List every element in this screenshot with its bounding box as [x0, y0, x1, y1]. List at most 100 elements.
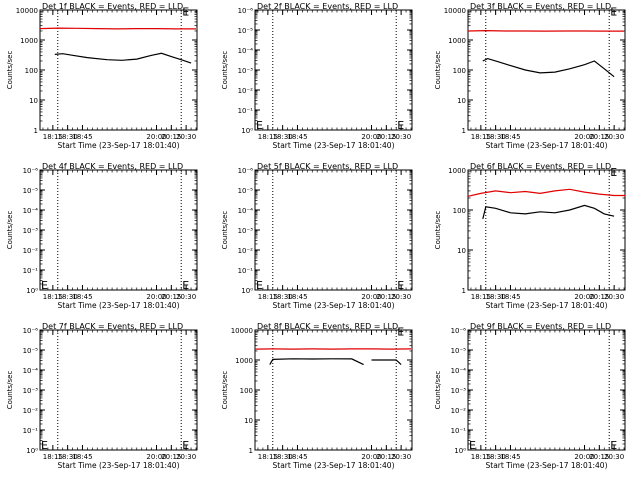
x-tick-label: 20:30 [391, 453, 411, 461]
plot-frame [39, 329, 198, 451]
y-tick-label: 10⁻⁴ [451, 367, 467, 375]
x-axis-label: Start Time (23-Sep-17 18:01:40) [273, 141, 395, 150]
panel-title: Det 3f BLACK = Events, RED = LLD [470, 2, 611, 11]
edge-marker: E [610, 5, 617, 18]
y-tick-label: 1 [249, 447, 253, 455]
y-tick-label: 10⁻² [23, 247, 39, 255]
x-axis-label: Start Time (23-Sep-17 18:01:40) [486, 141, 608, 150]
edge-marker: E [182, 439, 189, 452]
x-tick-label: 18:15 [43, 453, 63, 461]
edge-marker: E [397, 279, 404, 292]
y-tick-label: 1 [462, 127, 466, 135]
x-tick-label: 18:45 [500, 133, 520, 141]
panel-det-4f: Det 4f BLACK = Events, RED = LLD 10⁰ 10⁻¹ 1… [6, 162, 198, 310]
x-tick-label: 18:30 [486, 293, 506, 301]
y-tick-label: 10⁻⁵ [238, 187, 254, 195]
x-tick-label: 20:00 [361, 293, 381, 301]
x-tick-label: 18:30 [273, 133, 293, 141]
series-line-lld [39, 27, 196, 30]
x-tick-label: 20:30 [176, 293, 196, 301]
panel-title: Det 9f BLACK = Events, RED = LLD [470, 322, 611, 331]
edge-marker: E [469, 439, 476, 452]
x-tick-label: 18:15 [258, 133, 278, 141]
panel-title: Det 2f BLACK = Events, RED = LLD [257, 2, 398, 11]
x-tick-label: 20:15 [589, 453, 609, 461]
x-tick-label: 18:15 [258, 453, 278, 461]
y-tick-label: 10⁰ [454, 447, 466, 455]
panel-title: Det 5f BLACK = Events, RED = LLD [257, 162, 398, 171]
series-line-events [54, 52, 192, 64]
panel-title: Det 8f BLACK = Events, RED = LLD [257, 322, 398, 331]
panel-title: Det 4f BLACK = Events, RED = LLD [42, 162, 183, 171]
panel-title: Det 7f BLACK = Events, RED = LLD [42, 322, 183, 331]
x-tick-label: 20:15 [161, 133, 181, 141]
x-tick-label: 20:00 [361, 453, 381, 461]
x-tick-label: 20:30 [391, 293, 411, 301]
x-tick-label: 18:15 [471, 133, 491, 141]
x-tick-label: 18:45 [500, 293, 520, 301]
x-tick-label: 18:30 [273, 453, 293, 461]
plot-frame [467, 169, 626, 291]
panel-det-8f: Det 8f BLACK = Events, RED = LLD 1 10 100 10… [221, 322, 413, 470]
panel-det-7f: Det 7f BLACK = Events, RED = LLD 10⁰ 10⁻¹ 1… [6, 322, 198, 470]
y-axis-label: Counts/sec [6, 371, 14, 410]
x-tick-label: 20:30 [176, 453, 196, 461]
y-tick-label: 10⁰ [26, 287, 38, 295]
edge-marker: E [256, 119, 263, 132]
y-tick-label: 1000 [235, 357, 253, 365]
y-tick-label: 1000 [448, 37, 466, 45]
x-tick-label: 20:30 [176, 133, 196, 141]
y-tick-label: 10⁻⁶ [451, 327, 467, 335]
y-tick-label: 1 [34, 127, 38, 135]
y-tick-label: 10⁰ [241, 127, 253, 135]
y-axis-label: Counts/sec [434, 211, 442, 250]
panel-det-6f: Det 6f BLACK = Events, RED = LLD 1 10 100 10… [434, 162, 626, 310]
y-tick-label: 10⁻³ [451, 387, 467, 395]
y-tick-label: 10⁻³ [238, 227, 254, 235]
plot-frame [467, 9, 626, 131]
x-tick-label: 20:15 [376, 133, 396, 141]
x-tick-label: 18:45 [287, 453, 307, 461]
y-tick-label: 10⁻⁵ [238, 27, 254, 35]
y-tick-label: 10⁻⁵ [23, 347, 39, 355]
y-tick-label: 10⁻³ [23, 387, 39, 395]
y-tick-label: 10 [457, 97, 466, 105]
x-tick-label: 20:15 [376, 293, 396, 301]
edge-marker: E [256, 279, 263, 292]
y-axis-label: Counts/sec [221, 51, 229, 90]
y-tick-label: 10⁻⁴ [238, 47, 254, 55]
plot-frame [254, 329, 413, 451]
panel-det-9f: Det 9f BLACK = Events, RED = LLD 10⁰ 10⁻¹ 1… [434, 322, 626, 470]
y-tick-label: 10 [29, 97, 38, 105]
x-tick-label: 20:00 [361, 133, 381, 141]
y-tick-label: 10⁻² [451, 407, 467, 415]
x-tick-label: 20:00 [146, 133, 166, 141]
x-tick-label: 20:15 [589, 133, 609, 141]
y-tick-label: 100 [25, 67, 38, 75]
y-axis-label: Counts/sec [221, 211, 229, 250]
y-tick-label: 100 [240, 387, 253, 395]
y-axis-label: Counts/sec [434, 51, 442, 90]
y-tick-label: 10⁻⁶ [238, 167, 254, 175]
x-tick-label: 18:45 [287, 293, 307, 301]
y-tick-label: 10000 [444, 7, 466, 15]
y-tick-label: 10⁻¹ [238, 107, 254, 115]
edge-marker: E [397, 325, 404, 338]
series-line-events [269, 358, 364, 366]
series-line-events [482, 57, 615, 78]
series-line-events [482, 204, 615, 220]
y-tick-label: 10⁻¹ [23, 267, 39, 275]
y-tick-label: 10000 [16, 7, 38, 15]
y-tick-label: 10⁻² [23, 407, 39, 415]
x-axis-label: Start Time (23-Sep-17 18:01:40) [58, 141, 180, 150]
y-axis-label: Counts/sec [434, 371, 442, 410]
x-tick-label: 18:45 [500, 453, 520, 461]
x-tick-label: 18:30 [486, 453, 506, 461]
edge-marker: E [610, 439, 617, 452]
y-tick-label: 10⁻¹ [23, 427, 39, 435]
x-tick-label: 20:30 [604, 293, 624, 301]
x-tick-label: 18:15 [471, 453, 491, 461]
x-tick-label: 20:15 [589, 293, 609, 301]
y-tick-label: 10 [244, 417, 253, 425]
panel-title: Det 6f BLACK = Events, RED = LLD [470, 162, 611, 171]
